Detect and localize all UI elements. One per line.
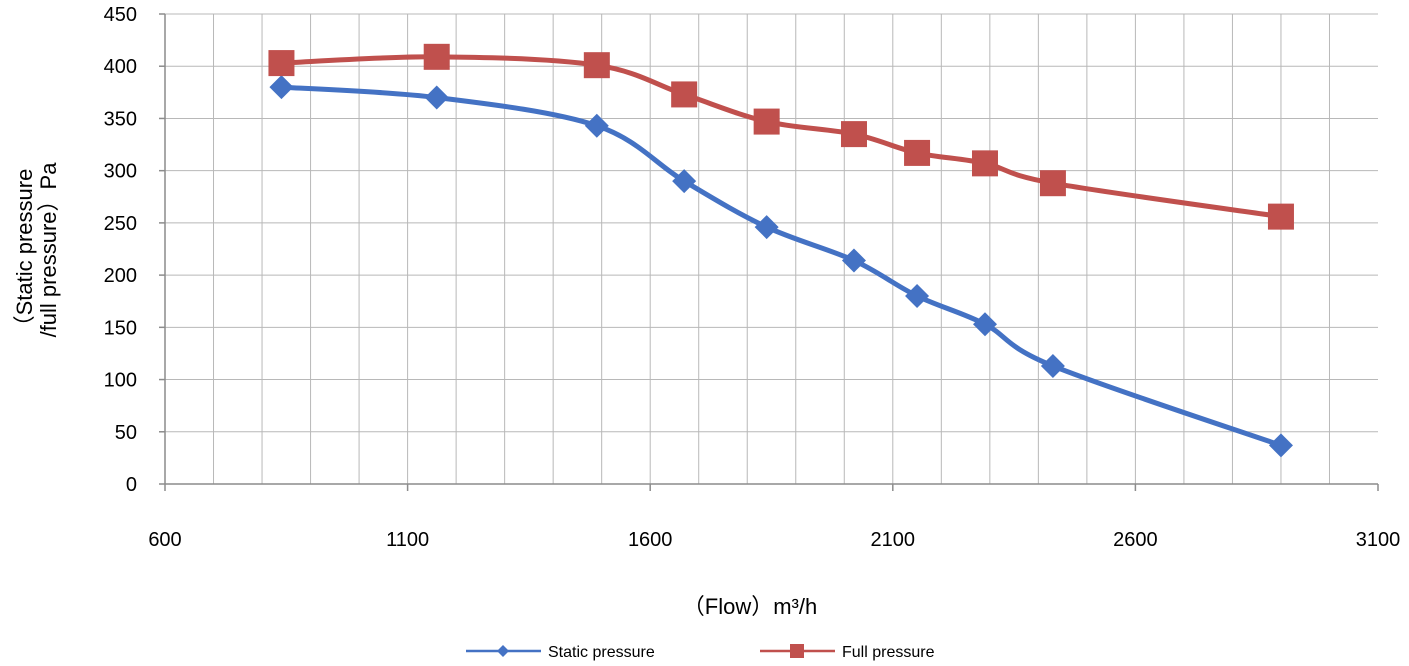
x-tick-labels: 600 1100 1600 2100 2600 3100 — [148, 529, 1400, 551]
static-pressure-marker — [972, 312, 997, 337]
y-tick-label: 0 — [126, 474, 137, 496]
y-tick-label: 350 — [104, 108, 137, 130]
full-pressure-line — [278, 54, 1284, 220]
static-pressure-marker — [424, 85, 449, 110]
full-pressure-marker — [423, 43, 450, 70]
x-axis-title: （Flow）m³/h — [683, 594, 817, 619]
full-pressure-marker — [1267, 203, 1294, 230]
static-pressure-marker — [269, 75, 294, 100]
axes — [159, 13, 1379, 491]
y-tick-labels: 0 50 100 150 200 250 300 350 400 450 — [104, 4, 137, 496]
x-tick-label: 1100 — [386, 529, 429, 551]
series-layer — [268, 43, 1294, 458]
y-tick-label: 150 — [104, 317, 137, 339]
static-pressure-marker — [841, 248, 866, 273]
static-pressure-marker — [1040, 353, 1065, 378]
static-pressure-marker — [672, 169, 697, 194]
y-axis-title-line-2: /full pressure）Pa — [36, 162, 61, 338]
x-tick-label: 3100 — [1356, 529, 1401, 551]
legend-item-static-pressure: Static pressure — [466, 644, 655, 661]
full-pressure-marker — [268, 50, 295, 77]
x-tick-label: 1600 — [628, 529, 673, 551]
y-tick-label: 200 — [104, 265, 137, 287]
legend-marker-static-pressure — [497, 645, 509, 657]
static-pressure-marker — [905, 284, 930, 308]
static-pressure-marker — [584, 113, 609, 138]
static-pressure-line — [278, 84, 1284, 448]
grid-lines — [165, 13, 1378, 484]
full-pressure-marker — [753, 108, 780, 135]
x-tick-label: 2100 — [871, 529, 916, 551]
y-tick-label: 400 — [104, 56, 137, 78]
y-tick-label: 50 — [115, 422, 137, 444]
full-pressure-marker — [971, 150, 998, 177]
full-pressure-marker — [904, 139, 931, 166]
legend: Static pressure Full pressure — [466, 644, 935, 661]
static-pressure-marker — [754, 215, 779, 240]
y-axis-title-line-1: （Static pressure — [12, 169, 37, 338]
y-tick-label: 100 — [104, 370, 137, 392]
y-tick-label: 250 — [104, 213, 137, 235]
legend-marker-full-pressure — [790, 644, 804, 658]
static-pressure-marker — [1268, 433, 1293, 458]
x-tick-label: 2600 — [1113, 529, 1158, 551]
legend-item-full-pressure: Full pressure — [760, 644, 935, 661]
full-pressure-marker — [1039, 170, 1066, 197]
y-axis-title: （Static pressure /full pressure）Pa — [12, 162, 61, 338]
full-pressure-marker — [583, 52, 610, 79]
full-pressure-marker — [671, 81, 698, 108]
series-full-pressure — [268, 43, 1294, 230]
y-tick-label: 300 — [104, 161, 137, 183]
y-tick-label: 450 — [104, 4, 137, 26]
legend-label-full-pressure: Full pressure — [842, 644, 935, 661]
full-pressure-marker — [840, 121, 867, 148]
x-tick-label: 600 — [148, 529, 181, 551]
series-static-pressure — [269, 75, 1293, 458]
legend-label-static-pressure: Static pressure — [548, 644, 655, 661]
